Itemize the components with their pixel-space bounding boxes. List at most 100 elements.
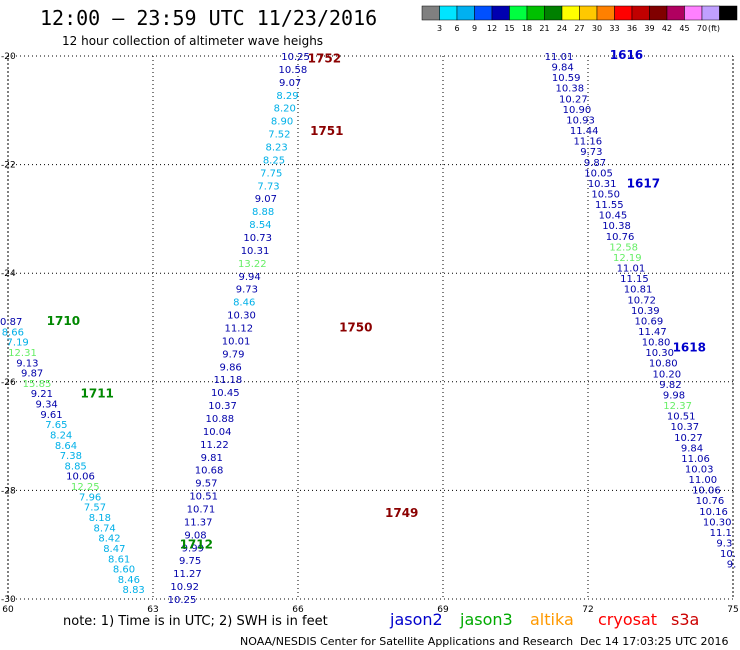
legend-label: 15 <box>504 24 514 33</box>
pass-time-label: 1752 <box>308 52 341 66</box>
wave-height-value: 10.59 <box>552 73 581 84</box>
wave-height-value: 11.47 <box>638 327 667 338</box>
wave-height-value: 7.65 <box>45 420 67 431</box>
sat-s3a: s3a <box>671 610 699 629</box>
wave-height-value: 10.73 <box>243 233 272 244</box>
pass-time-label: 1710 <box>47 314 80 328</box>
wave-height-value: 10. <box>720 549 736 560</box>
wave-height-value: 10.76 <box>606 232 635 243</box>
y-tick-label: -22 <box>1 161 16 171</box>
legend-swatch <box>649 5 668 21</box>
legend-swatch <box>509 5 528 21</box>
wave-height-value: 8.64 <box>55 441 77 452</box>
wave-height-value: 10.27 <box>559 94 588 105</box>
wave-height-value: 8.61 <box>108 554 130 565</box>
legend-label: 6 <box>454 24 459 33</box>
pass-time-label: 1617 <box>627 177 660 191</box>
satellite-legend: jason2 jason3 altika cryosat s3a <box>389 610 699 629</box>
wave-height-value: 9.34 <box>36 400 58 411</box>
wave-height-value: 12.31 <box>8 348 37 359</box>
wave-height-value: 8.20 <box>274 104 296 115</box>
wave-height-value: 10.05 <box>584 168 613 179</box>
wave-height-value: 12.58 <box>609 242 638 253</box>
wave-height-value: 10.04 <box>203 427 232 438</box>
wave-height-value: 8.46 <box>118 575 140 586</box>
legend-unit: (ft) <box>708 24 720 33</box>
wave-height-value: 11.12 <box>224 324 253 335</box>
wave-height-value: 8.24 <box>50 430 72 441</box>
wave-height-value: 10.25 <box>168 595 197 606</box>
legend-swatch <box>596 5 615 21</box>
chart-subtitle: 12 hour collection of altimeter wave hei… <box>62 34 323 48</box>
legend-label: 36 <box>627 24 637 33</box>
legend-swatch <box>561 5 580 21</box>
y-tick-label: -28 <box>1 486 16 496</box>
wave-height-value: 9.86 <box>220 362 242 373</box>
wave-height-value: 9.84 <box>681 443 703 454</box>
wave-height-value: 15.85 <box>23 379 52 390</box>
axis-ticks: 60 63 66 69 72 75 -20 -22 -24 -26 -28 -30 <box>1 52 739 615</box>
footer-credit: NOAA/NESDIS Center for Satellite Applica… <box>240 635 573 648</box>
wave-height-value: 8.88 <box>252 207 274 218</box>
y-tick-label: -20 <box>1 52 16 62</box>
y-tick-label: -24 <box>1 269 16 279</box>
wave-height-value: 11.01 <box>617 264 646 275</box>
wave-height-value: 9.84 <box>551 63 573 74</box>
wave-height-value: 7.19 <box>7 338 29 349</box>
wave-height-value: 7.75 <box>260 168 282 179</box>
wave-height-value: 10.06 <box>692 486 721 497</box>
pass-time-label: 1751 <box>310 124 343 138</box>
wave-height-value: 10.45 <box>599 211 628 222</box>
y-tick-label: -30 <box>1 595 16 605</box>
wave-height-value: 8.85 <box>65 461 87 472</box>
wave-height-value: 10.06 <box>66 472 95 483</box>
legend-label: 24 <box>557 24 567 33</box>
wave-height-value: 9.82 <box>659 380 681 391</box>
wave-height-value: 10.58 <box>279 65 308 76</box>
legend-swatch <box>614 5 633 21</box>
wave-height-value: 10.68 <box>195 466 224 477</box>
wave-height-value: 8.29 <box>276 91 298 102</box>
sat-cryosat: cryosat <box>598 610 657 629</box>
wave-height-value: 10.81 <box>624 285 653 296</box>
pass-time-label: 1712 <box>180 538 213 552</box>
wave-height-value: 9.98 <box>663 390 685 401</box>
wave-height-value: 10.50 <box>591 190 620 201</box>
wave-height-value: 11.27 <box>173 569 202 580</box>
legend-swatch <box>719 5 738 21</box>
wave-height-value: 7.73 <box>257 181 279 192</box>
wave-height-value: 8.47 <box>103 544 125 555</box>
footer-note: note: 1) Time is in UTC; 2) SWH is in fe… <box>63 614 328 629</box>
legend-swatch <box>701 5 720 21</box>
legend-swatch <box>421 5 440 21</box>
wave-height-value: 9.79 <box>222 349 244 360</box>
plot-frame <box>7 55 734 600</box>
wave-height-value: 10.37 <box>670 422 699 433</box>
wave-height-value: 12.19 <box>613 253 642 264</box>
wave-height-value: 10.38 <box>602 221 631 232</box>
wave-height-value: 10.25 <box>281 52 310 63</box>
x-tick-label: 66 <box>292 605 304 615</box>
pass-time-label: 1711 <box>81 387 114 401</box>
wave-height-value: 8.42 <box>98 534 120 545</box>
wave-height-value: 10.39 <box>631 306 660 317</box>
x-tick-label: 63 <box>147 605 158 615</box>
wave-height-value: 9.61 <box>40 410 62 421</box>
legend-label: 9 <box>472 24 477 33</box>
legend-label: 39 <box>644 24 654 33</box>
wave-height-value: 10.80 <box>642 338 671 349</box>
legend-swatch <box>439 5 458 21</box>
wave-height-value: 9.21 <box>31 389 53 400</box>
legend-label: 18 <box>522 24 532 33</box>
x-tick-label: 69 <box>437 605 449 615</box>
pass-time-label: 1616 <box>610 48 643 62</box>
color-scale-legend: 3 6 9 12 15 18 21 24 27 30 33 36 39 42 45 70 <box>421 5 738 33</box>
wave-height-value: 11.06 <box>681 454 710 465</box>
wave-height-value: 9.13 <box>16 358 38 369</box>
wave-height-value: 10.92 <box>170 582 199 593</box>
wave-height-value: 8.25 <box>263 155 285 166</box>
wave-height-value: 9.57 <box>195 479 217 490</box>
wave-height-value: 10.01 <box>222 336 251 347</box>
legend-label: 21 <box>539 24 549 33</box>
